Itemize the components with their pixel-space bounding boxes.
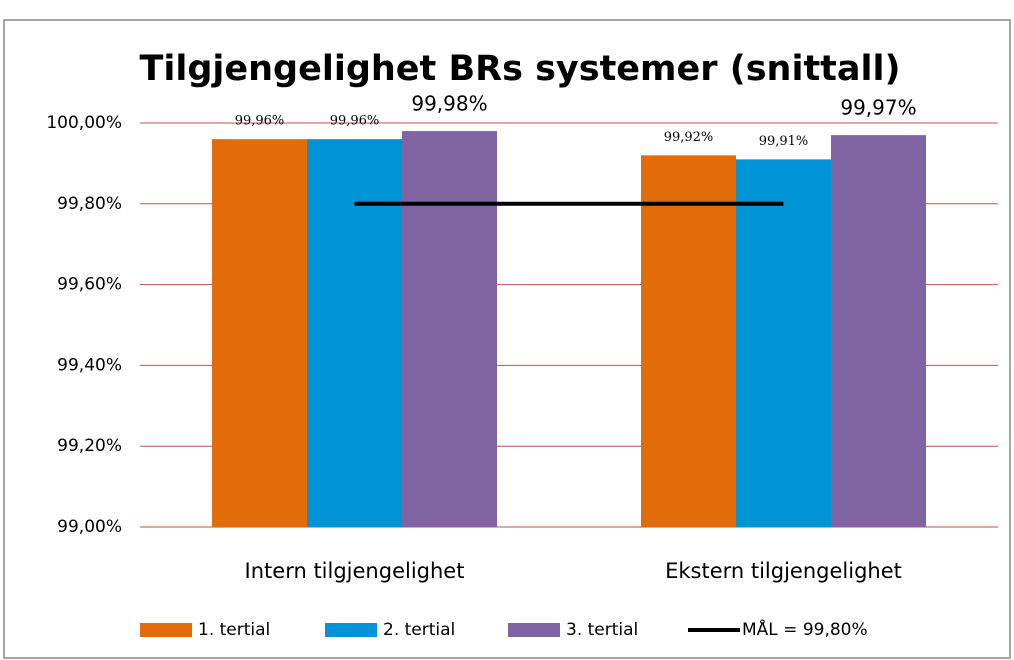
legend-swatch (140, 623, 192, 637)
legend-label: 2. tertial (383, 620, 455, 640)
legend-label: MÅL = 99,80% (742, 618, 868, 640)
bar (736, 159, 831, 528)
bar (212, 139, 307, 527)
value-label: 99,91% (759, 134, 809, 149)
legend-swatch (508, 623, 560, 637)
legend-swatch (325, 623, 377, 637)
y-tick-label: 100,00% (46, 113, 122, 133)
y-tick-label: 99,60% (57, 275, 122, 295)
x-tick-label: Intern tilgjengelighet (245, 559, 465, 583)
value-label: 99,96% (330, 114, 380, 129)
bar (402, 131, 497, 527)
legend-label: 3. tertial (566, 620, 638, 640)
bar (641, 155, 736, 527)
y-tick-label: 99,40% (57, 355, 122, 375)
bar (831, 135, 926, 527)
bar (307, 139, 402, 527)
value-label: 99,97% (840, 96, 916, 120)
legend-label: 1. tertial (198, 620, 270, 640)
value-label: 99,96% (235, 114, 285, 129)
chart-title: Tilgjengelighet BRs systemer (snittall) (139, 49, 900, 89)
value-label: 99,98% (411, 92, 487, 116)
x-tick-label: Ekstern tilgjengelighet (665, 559, 902, 583)
value-label: 99,92% (664, 130, 714, 145)
y-tick-label: 99,00% (57, 517, 122, 537)
y-tick-label: 99,80% (57, 194, 122, 214)
y-tick-label: 99,20% (57, 436, 122, 456)
